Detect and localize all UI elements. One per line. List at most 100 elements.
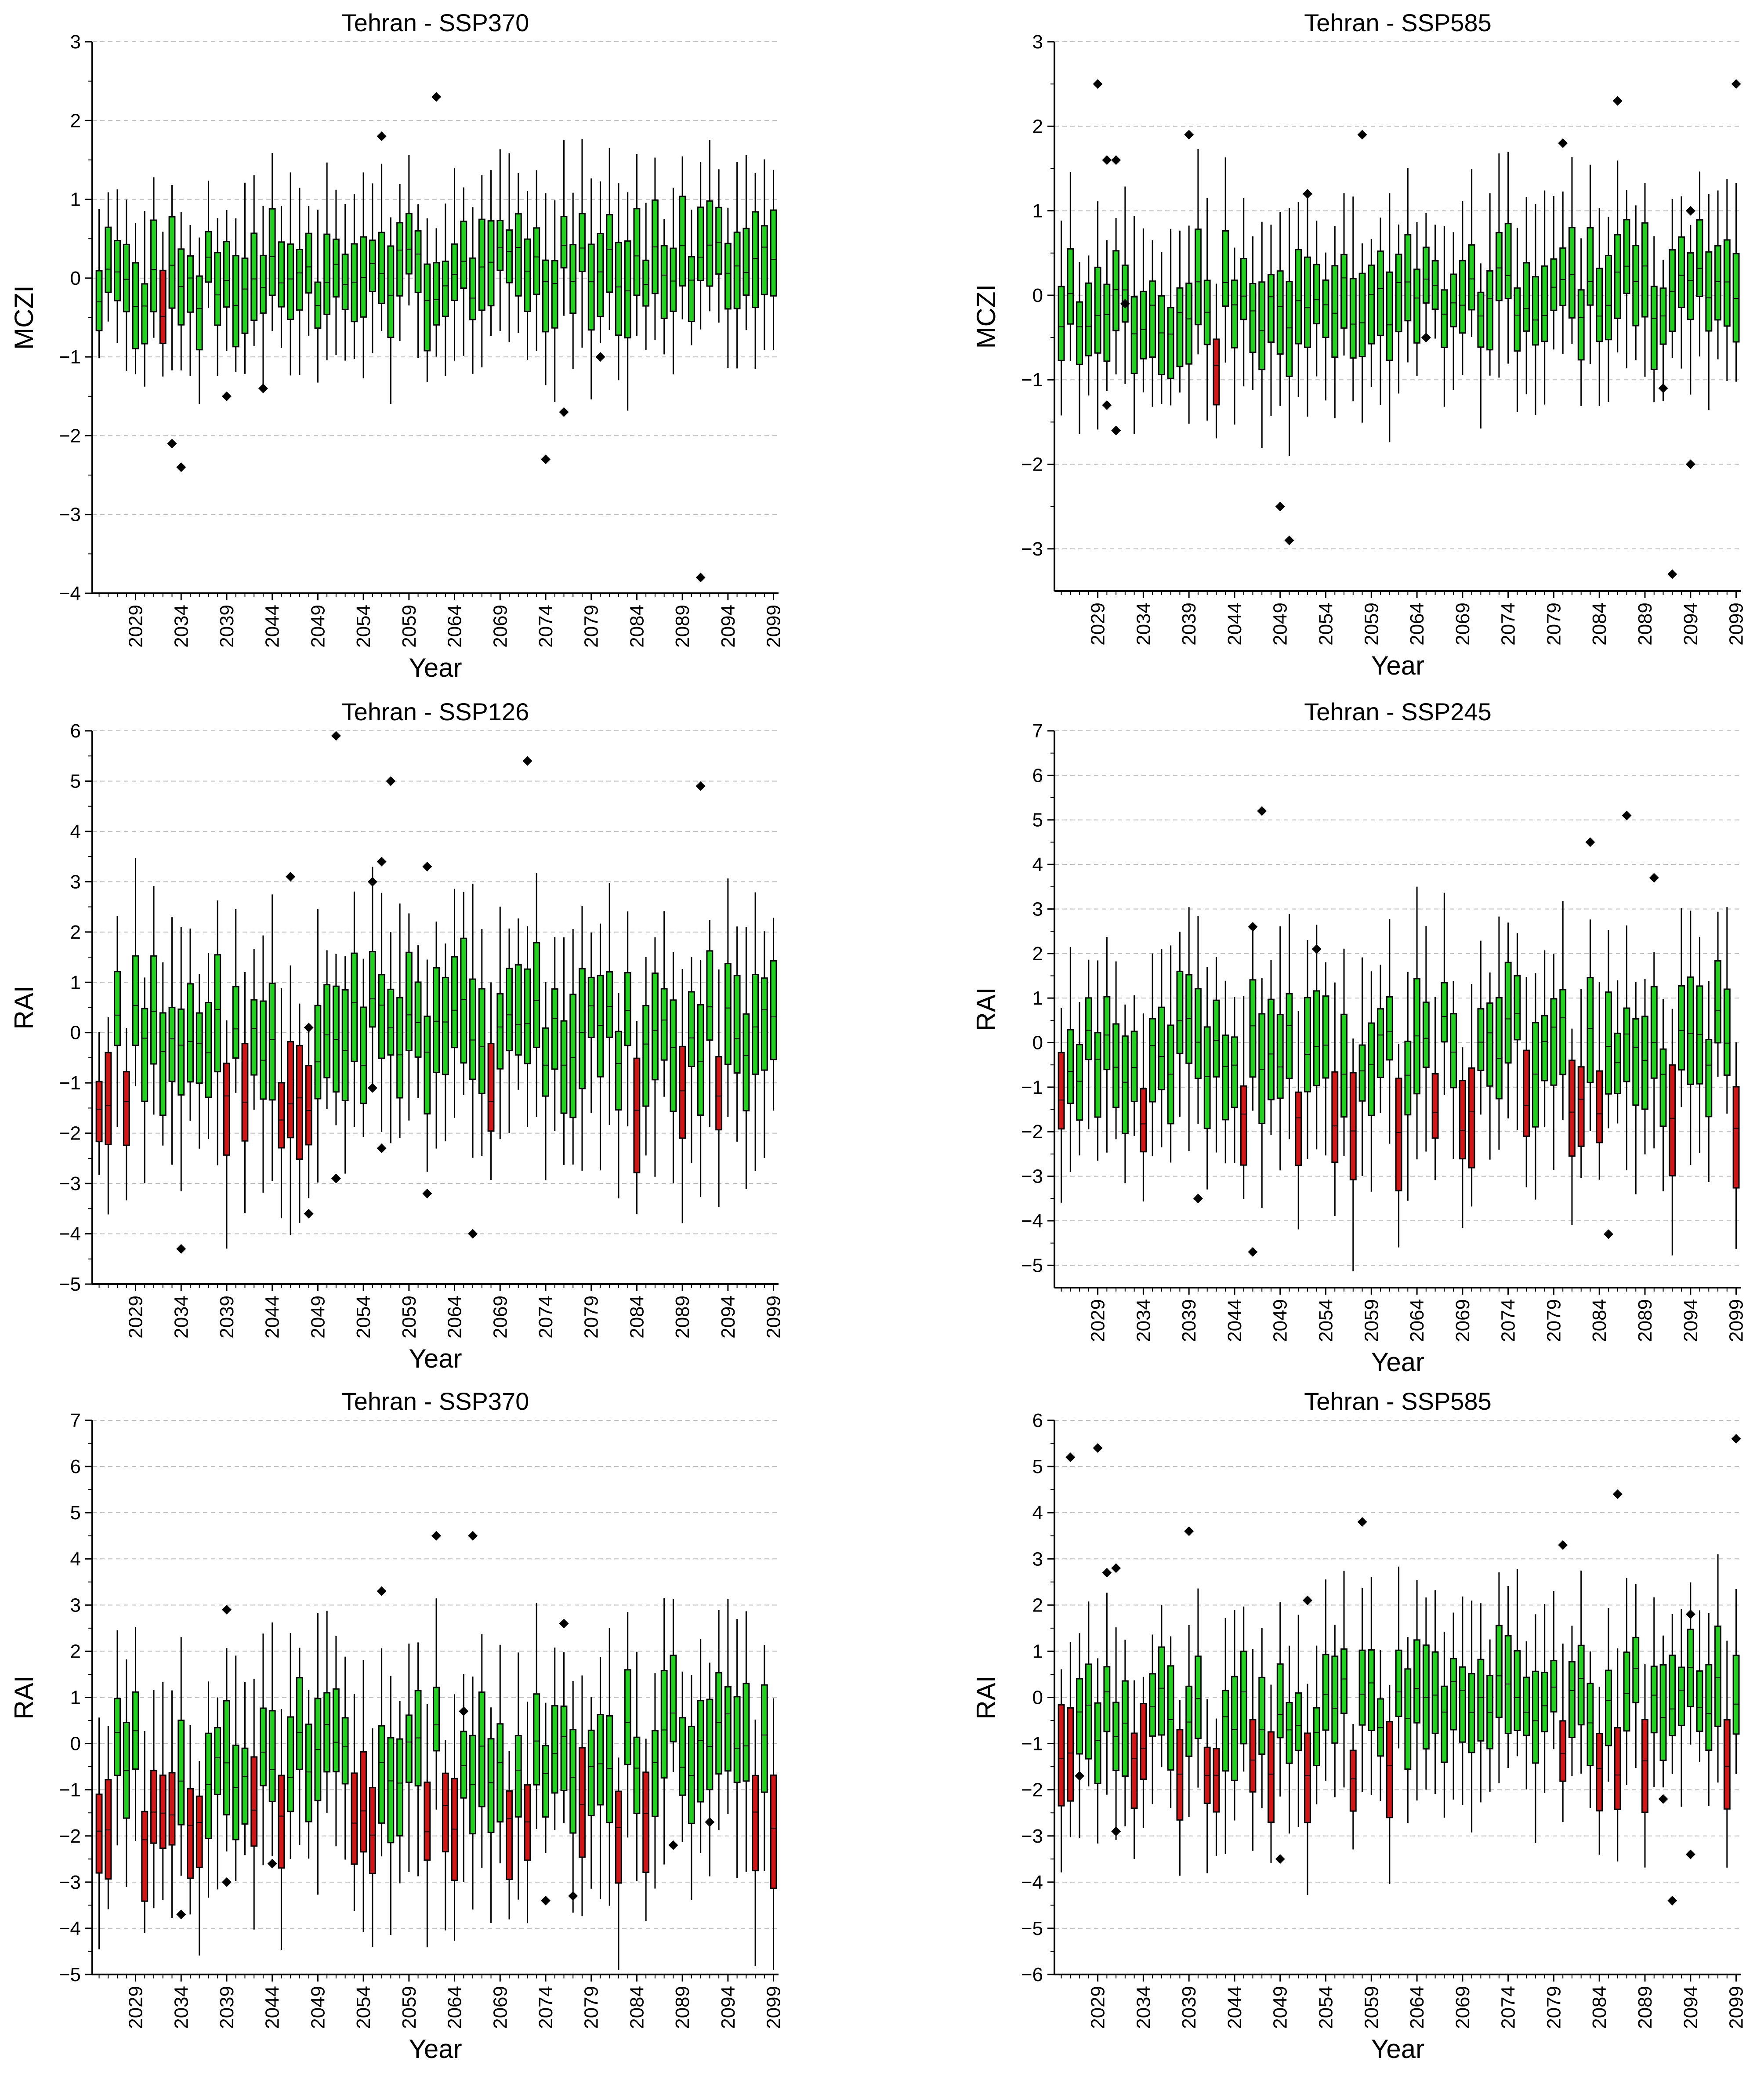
wet-box [150,219,157,312]
box-2096 [1705,981,1713,1183]
x-tick-label: 2079 [581,1296,602,1339]
wet-box [743,1013,750,1112]
wet-box [1295,249,1302,345]
box-2051 [1295,1011,1302,1230]
box-2035 [187,928,194,1121]
box-2051 [1295,202,1302,397]
wet-box [1696,1670,1703,1732]
box-2026 [105,192,112,322]
box-2084 [633,1021,641,1215]
x-tick-label: 2034 [170,1296,192,1339]
wet-box [1213,999,1220,1078]
wet-box [1067,1029,1074,1104]
dry-box [1431,1073,1439,1139]
wet-box [715,207,723,275]
box-2065 [460,1673,467,1882]
dry-box [278,1082,285,1149]
dry-box [1268,1731,1275,1823]
box-2054 [1322,962,1329,1156]
wet-box [1240,258,1247,320]
box-2061 [424,959,431,1172]
x-tick-label: 2099 [1726,1299,1747,1342]
wet-box [1158,1646,1165,1736]
outlier-point [1093,1443,1103,1453]
wet-box [1377,1008,1384,1078]
wet-box [405,951,413,1052]
box-2038 [214,218,221,376]
box-2028 [1085,255,1092,396]
box-2033 [168,917,176,1165]
box-2082 [1577,988,1585,1178]
wet-box [1550,1660,1558,1713]
box-2092 [1669,1614,1676,1775]
wet-box [569,994,577,1118]
wet-box [1295,1692,1302,1751]
y-tick-label: 0 [70,268,81,289]
box-2043 [260,1633,267,1865]
box-2079 [587,1697,595,1889]
box-2067 [1441,893,1448,1095]
wet-box [1623,1651,1630,1732]
box-2025 [1058,220,1065,416]
outlier-point [1111,1826,1121,1836]
x-tick-label: 2099 [763,1296,785,1339]
x-tick-label: 2064 [1406,602,1428,646]
box-2039 [223,1020,230,1249]
box-2089 [679,969,686,1223]
wet-box [1386,996,1393,1061]
box-2031 [150,886,157,1115]
outlier-point [1685,206,1695,216]
dry-box [187,1788,194,1879]
outlier-point [1685,459,1695,469]
wet-box [1340,254,1347,329]
box-2032 [159,232,167,377]
wet-box [387,1737,395,1844]
dry-box [305,1065,312,1146]
wet-box [1231,1676,1238,1781]
box-2030 [1103,1593,1111,1795]
x-tick-label: 2059 [398,605,420,648]
box-2089 [1641,183,1648,377]
box-2051 [332,189,340,356]
box-2082 [615,993,622,1198]
wet-box [1258,1677,1266,1755]
wet-box [1632,1018,1640,1106]
wet-box [1696,219,1703,297]
y-tick-label: −2 [1021,454,1043,475]
box-2046 [287,1633,294,1859]
wet-box [1094,1702,1101,1784]
y-tick-label: 2 [1032,1594,1043,1616]
box-2044 [1231,1610,1238,1821]
box-2079 [587,178,595,399]
box-2074 [1504,152,1512,364]
box-2034 [177,212,185,370]
wet-box [1112,250,1120,331]
box-2066 [1431,225,1439,339]
box-2063 [1404,972,1412,1201]
box-2057 [1349,196,1357,402]
box-2070 [1468,1601,1475,1833]
x-tick-label: 2074 [535,1296,557,1339]
dry-box [424,1782,431,1861]
box-2076 [1523,976,1530,1187]
box-2027 [1076,261,1083,434]
dry-box [1349,1749,1357,1812]
x-tick-label: 2054 [353,1986,374,2029]
box-2035 [1149,953,1156,1157]
panel-title: Tehran - SSP245 [1304,698,1491,726]
box-2034 [1140,1677,1147,1828]
x-tick-label: 2089 [672,1296,693,1339]
y-tick-label: 6 [1032,765,1043,786]
dry-box [1596,1733,1603,1811]
box-2066 [1431,997,1439,1180]
box-2092 [1669,1009,1676,1256]
wet-box [1258,281,1266,370]
wet-box [487,220,495,307]
wet-box [761,225,768,295]
wet-box [1532,1670,1539,1764]
y-axis-label: MCZI [971,284,1001,349]
wet-box [1450,1013,1457,1089]
wet-box [1559,247,1567,306]
wet-box [560,216,568,269]
